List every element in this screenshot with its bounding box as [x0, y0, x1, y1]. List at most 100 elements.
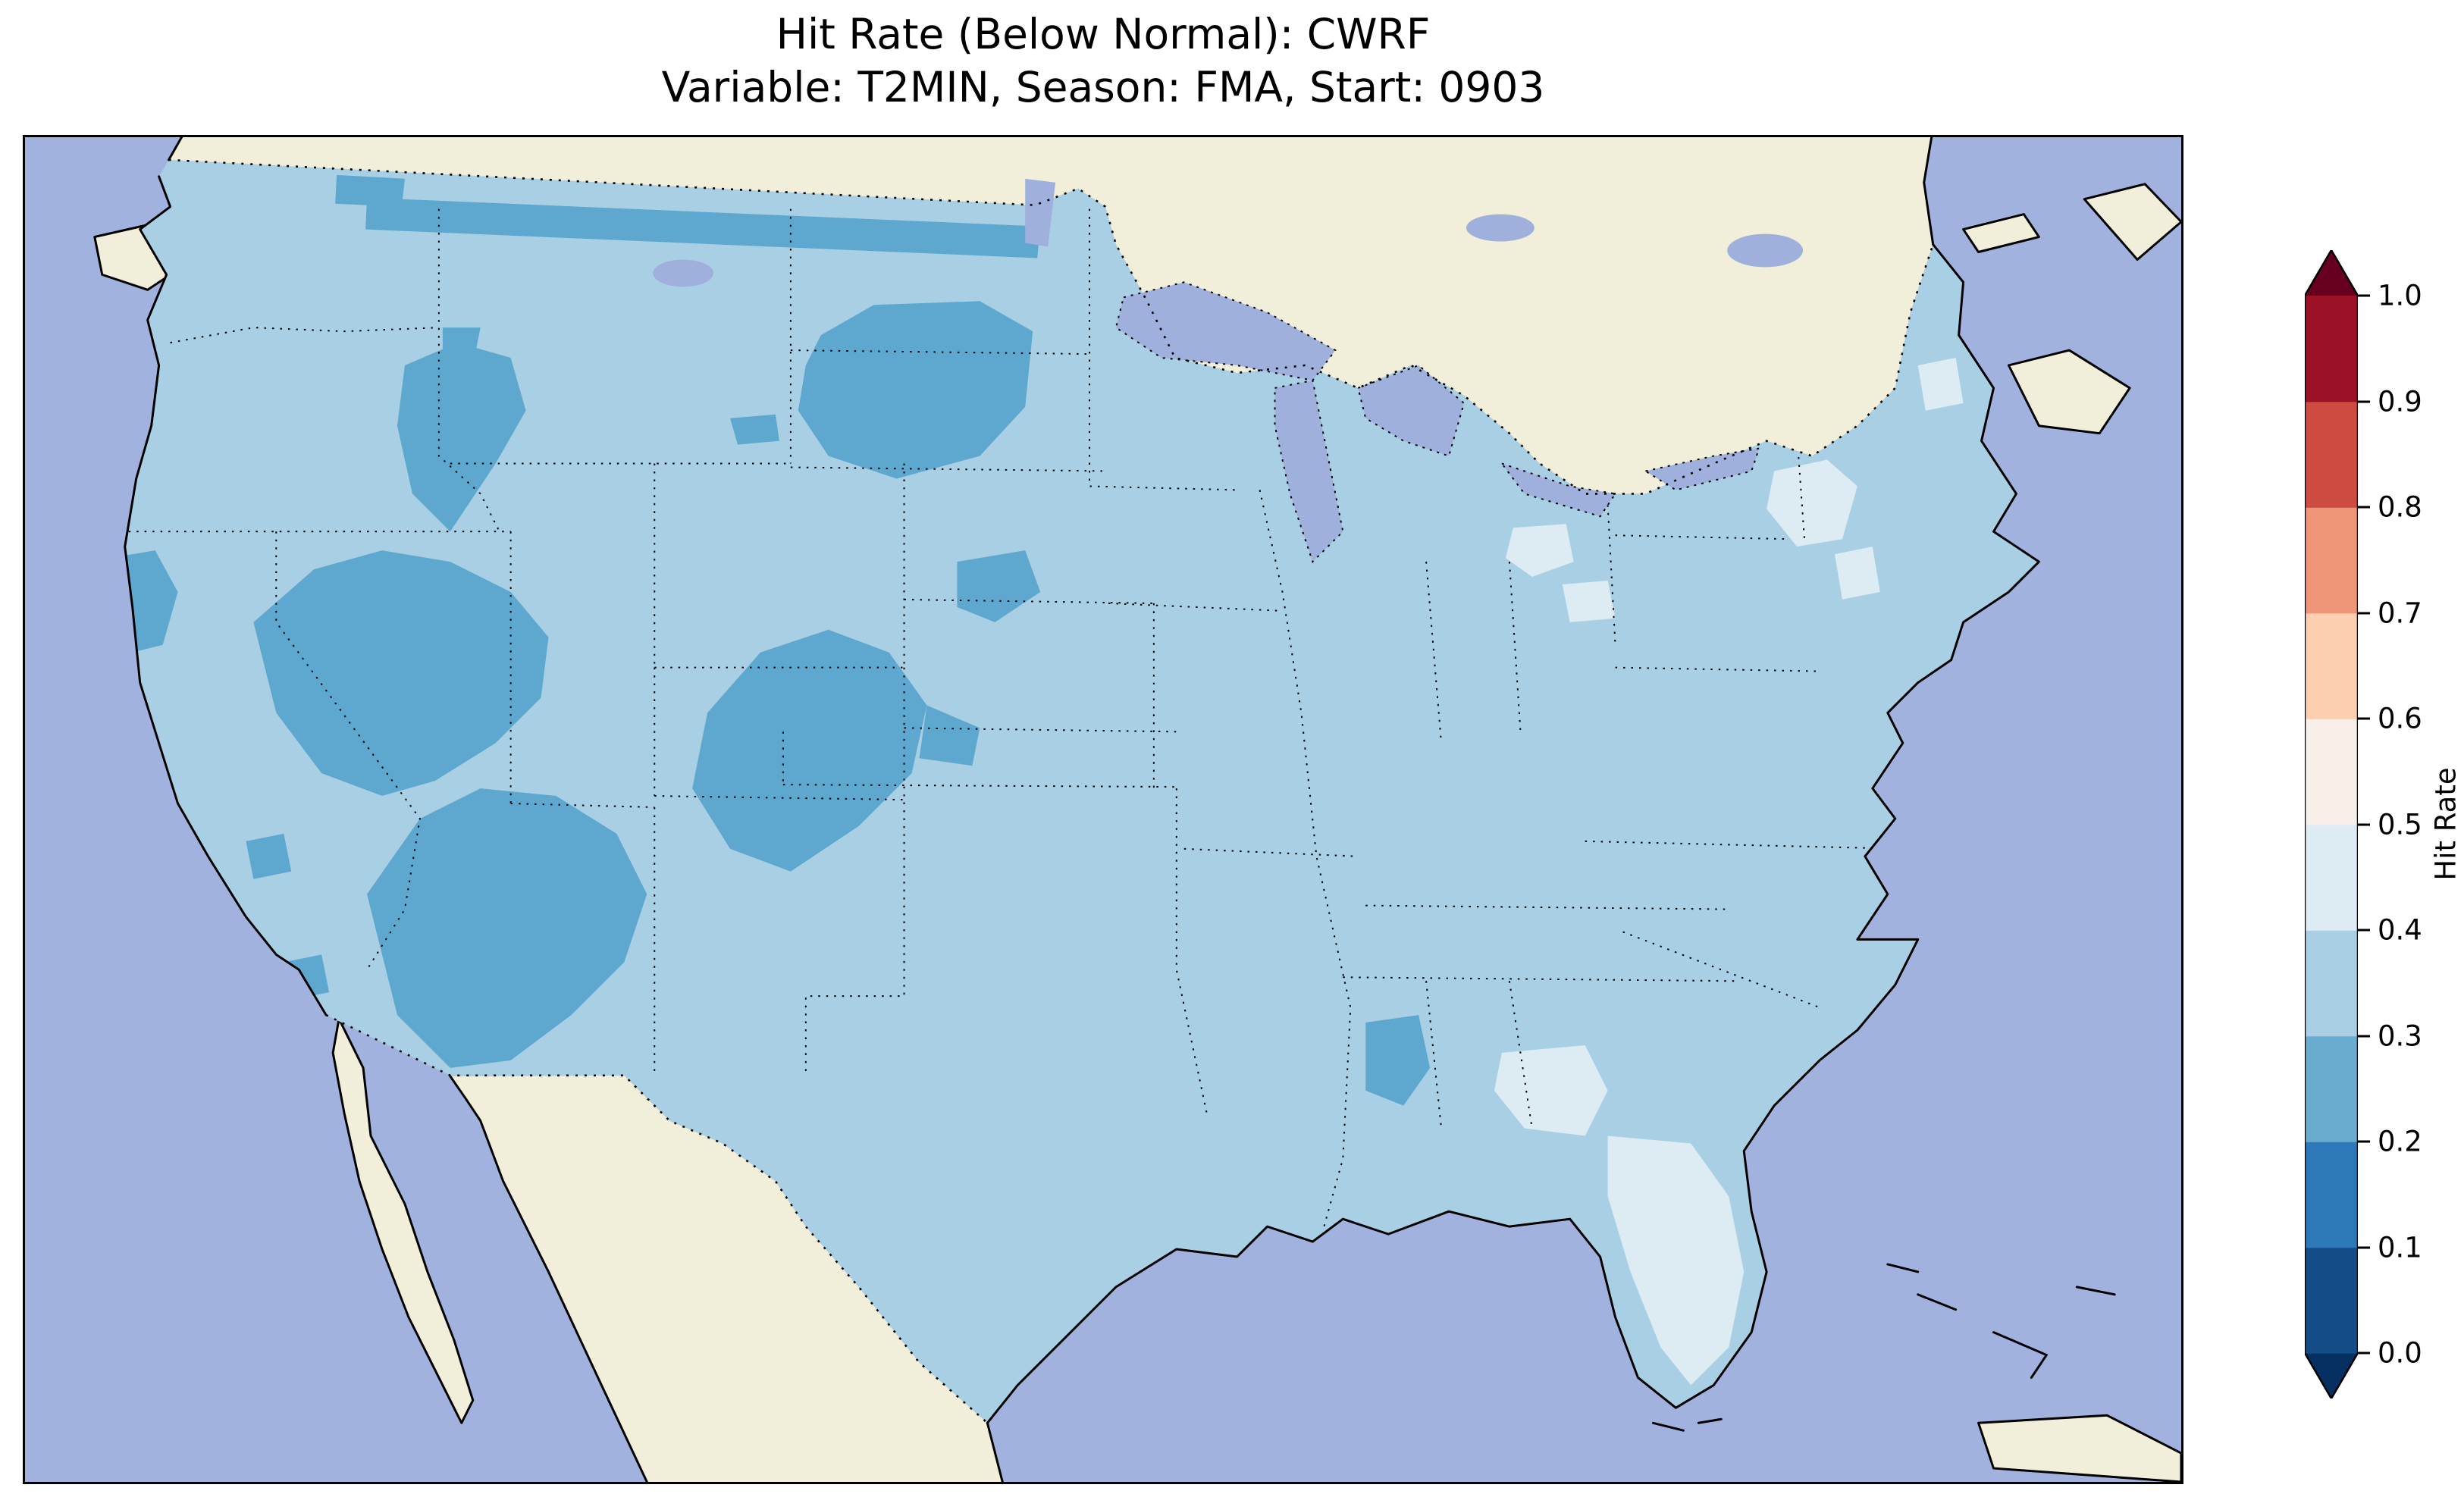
tick-mark — [2358, 1351, 2370, 1355]
colorbar-segment — [2305, 612, 2358, 719]
tick-mark — [2358, 294, 2370, 297]
tick-label: 0.9 — [2378, 385, 2422, 418]
colorbar-segment — [2305, 1142, 2358, 1248]
patch-west-arizona — [246, 833, 292, 879]
colorbar-tick: 0.8 — [2358, 491, 2422, 524]
title-line-2: Variable: T2MIN, Season: FMA, Start: 090… — [661, 63, 1545, 112]
figure-title: Hit Rate (Below Normal): CWRF Variable: … — [23, 8, 2183, 114]
patch-south-dakota — [957, 550, 1041, 622]
colorbar-segment — [2305, 1247, 2358, 1354]
patch-idaho-arm — [442, 327, 481, 365]
patch-lower-michigan — [1505, 524, 1574, 578]
tick-mark — [2358, 506, 2370, 509]
tick-mark — [2358, 1246, 2370, 1248]
atlantic-gulf-coastline — [986, 137, 2040, 1424]
cuba — [1977, 1414, 2181, 1482]
tick-label: 0.8 — [2378, 490, 2422, 524]
tick-label: 0.4 — [2378, 913, 2422, 947]
title-line-1: Hit Rate (Below Normal): CWRF — [776, 10, 1431, 58]
bahamas-island — [1992, 1331, 2048, 1379]
mexico-coastline — [449, 1075, 1004, 1482]
tick-label: 0.6 — [2378, 702, 2422, 735]
bahamas-island — [1917, 1293, 1958, 1311]
colorbar-tick: 0.9 — [2358, 385, 2422, 418]
colorbar-extend-over — [2305, 250, 2358, 296]
anticosti-island — [1962, 213, 2040, 253]
tick-label: 0.7 — [2378, 597, 2422, 629]
tick-mark — [2358, 400, 2370, 402]
colorbar — [2305, 250, 2358, 1398]
colorbar-tick: 0.5 — [2358, 808, 2422, 841]
tick-mark — [2358, 823, 2370, 825]
nova-scotia — [2007, 349, 2131, 435]
pacific-coastline — [124, 137, 328, 1016]
canada-lakes — [653, 178, 1804, 287]
tick-label: 0.5 — [2378, 808, 2422, 841]
colorbar-extend-under — [2305, 1353, 2358, 1398]
colorbar-tick: 0.3 — [2358, 1019, 2422, 1052]
bahamas-island — [1886, 1263, 1920, 1273]
colorbar-label: Hit Rate — [2429, 767, 2462, 881]
colorbar-tick: 0.2 — [2358, 1126, 2422, 1158]
patch-idaho — [397, 343, 526, 532]
patch-new-england — [1834, 547, 1880, 600]
patch-arizona-new-mexico — [367, 788, 647, 1068]
great-lakes — [1114, 281, 1760, 563]
patch-mississippi — [1365, 1015, 1431, 1106]
tick-label: 1.0 — [2378, 279, 2422, 312]
patch-montana-border-strip — [365, 197, 1041, 258]
colorbar-segment — [2305, 401, 2358, 508]
colorbar-tick: 0.6 — [2358, 703, 2422, 735]
atlantic-canada-islands — [1962, 183, 2181, 435]
tick-label: 0.2 — [2378, 1125, 2422, 1158]
colorbar-segment — [2305, 719, 2358, 825]
colorbar-segment — [2305, 296, 2358, 402]
colorbar-segment — [2305, 507, 2358, 614]
canada-lake — [653, 259, 714, 287]
map-panel — [23, 135, 2183, 1484]
lake-huron — [1357, 364, 1466, 457]
colorbar-segment — [2305, 1035, 2358, 1142]
colorbar-tick: 0.4 — [2358, 914, 2422, 947]
baja-california — [331, 1017, 475, 1424]
colorbar-segment — [2305, 930, 2358, 1037]
colorbar-tick: 0.0 — [2358, 1337, 2422, 1370]
caribbean-islands — [1886, 1263, 2181, 1482]
tick-mark — [2358, 1140, 2370, 1143]
patch-nebraska-arm — [919, 705, 980, 766]
patch-montana-small — [335, 174, 405, 207]
newfoundland — [2083, 183, 2181, 261]
low-hit-rate-patches — [124, 174, 1431, 1106]
lake-erie — [1500, 462, 1617, 518]
lake-ontario — [1643, 447, 1760, 491]
tick-mark — [2358, 612, 2370, 614]
tick-mark — [2358, 1035, 2370, 1037]
patch-north-dakota — [798, 301, 1033, 479]
tick-mark — [2358, 929, 2370, 932]
patch-wyoming-small — [730, 414, 779, 445]
colorbar-tick: 0.7 — [2358, 597, 2422, 629]
tick-label: 0.3 — [2378, 1019, 2422, 1052]
patch-florida-peninsula — [1607, 1135, 1745, 1386]
coastlines — [124, 137, 2040, 1482]
florida-keys — [1651, 1417, 1723, 1432]
patch-nevada-utah — [253, 550, 549, 797]
lake-winnipeg-tip — [1025, 178, 1056, 247]
us-canada-border — [168, 158, 1934, 495]
colorbar-tick: 1.0 — [2358, 280, 2422, 312]
bahamas-island — [2075, 1286, 2116, 1296]
national-borders — [168, 158, 1934, 1424]
us-mexico-border — [325, 1013, 989, 1424]
canada-lake — [1727, 233, 1804, 268]
mexico-land — [450, 1075, 1003, 1482]
patch-colorado-nebraska — [692, 629, 927, 872]
patch-upstate-new-york — [1766, 459, 1857, 547]
tick-label: 0.1 — [2378, 1231, 2422, 1264]
lake-michigan — [1274, 379, 1344, 563]
colorbar-tick: 0.1 — [2358, 1231, 2422, 1264]
colorbar-ticks: 1.0 0.9 0.8 0.7 0.6 0.5 0.4 0.3 0.2 0.1 0.0 — [2358, 250, 2464, 1398]
patch-lake-erie-south — [1562, 581, 1616, 622]
tick-mark — [2358, 717, 2370, 720]
canada-lake — [1466, 214, 1535, 242]
colorbar-segment — [2305, 824, 2358, 931]
